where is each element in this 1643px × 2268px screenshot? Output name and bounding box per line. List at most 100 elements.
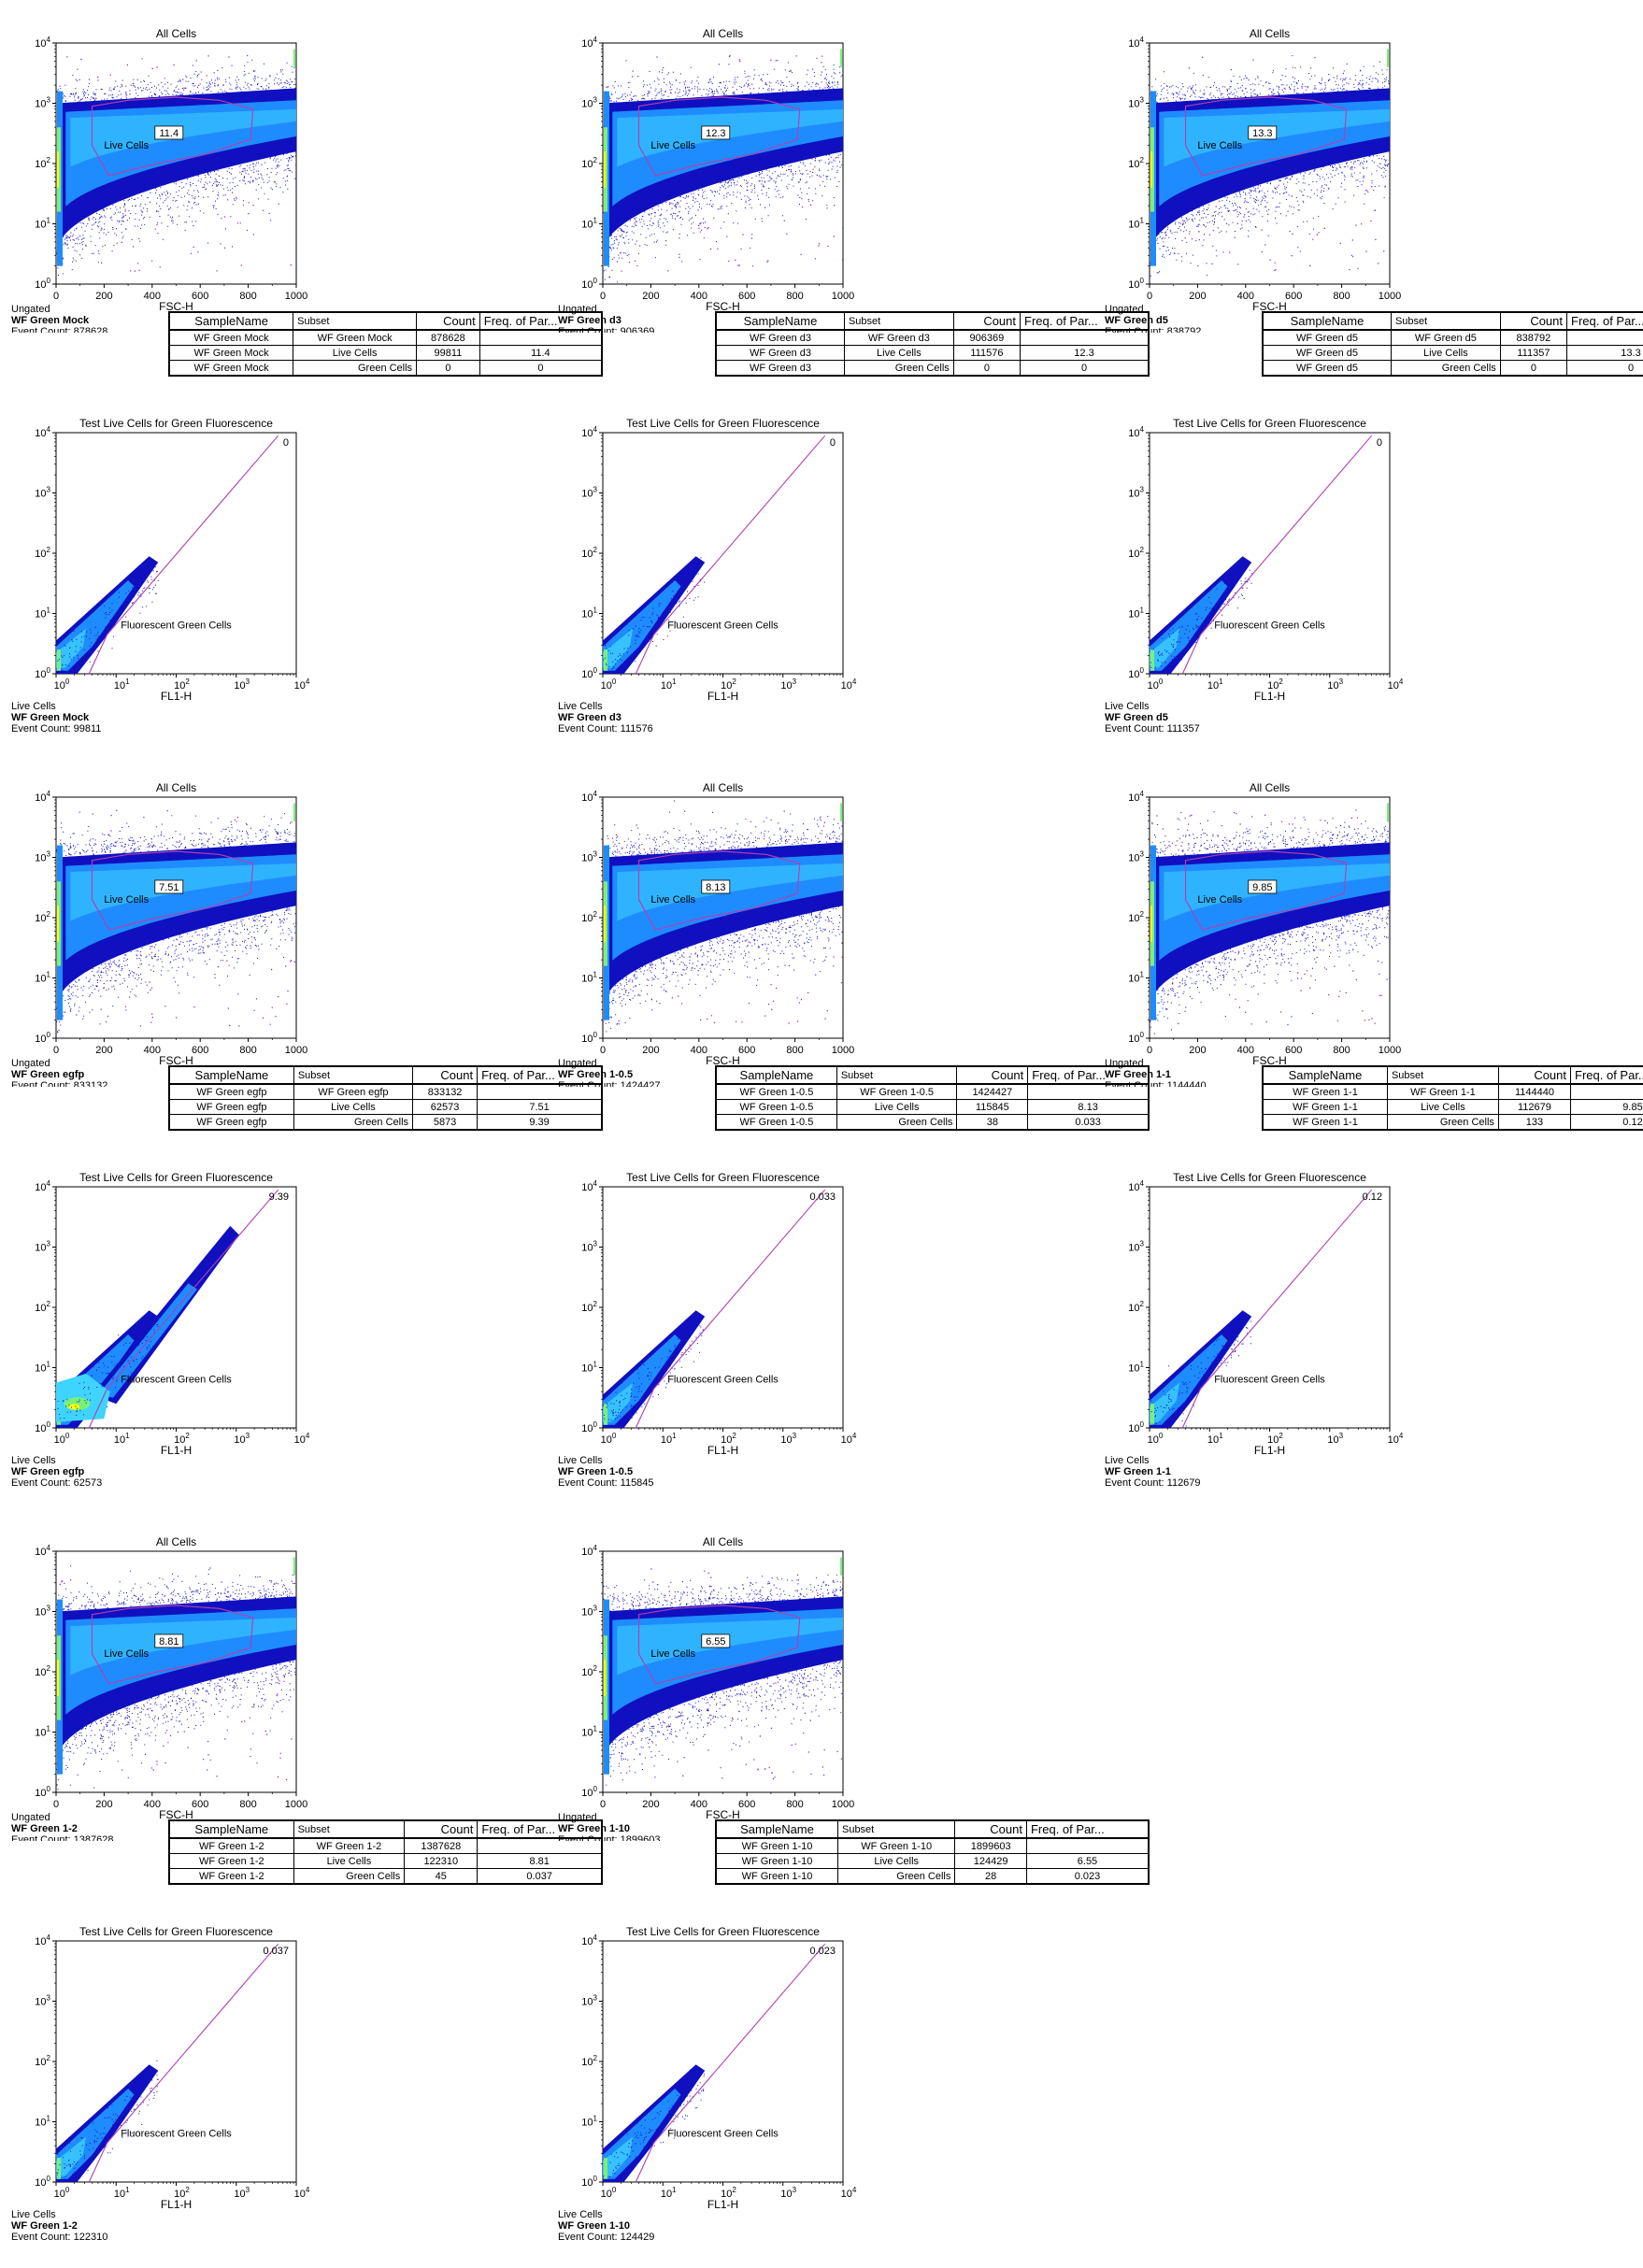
column-header[interactable]: SampleName <box>168 1820 294 1839</box>
column-header[interactable]: Freq. of Par... <box>479 312 602 331</box>
gating-status: Live Cells <box>1105 1455 1150 1466</box>
column-header[interactable]: Freq. of Par... <box>1570 1066 1643 1085</box>
x-axis-label: FSC-H <box>159 300 193 313</box>
y-tick-label: 103 <box>35 486 50 500</box>
live-cells-gate[interactable] <box>1184 96 1348 177</box>
green-cells-gate[interactable] <box>1181 435 1373 675</box>
column-header[interactable]: Freq. of Par... <box>1020 312 1149 331</box>
table-row: WF Green 1-1 Live Cells 112679 9.85 <box>1262 1099 1643 1115</box>
green-cells-gate[interactable] <box>635 435 826 675</box>
live-cells-gate[interactable] <box>91 96 254 177</box>
column-header[interactable]: Count <box>412 1066 478 1085</box>
x-tick-label: 600 <box>738 291 755 302</box>
y-tick-label: 101 <box>581 2115 597 2129</box>
column-header[interactable]: Count <box>416 312 480 331</box>
column-header[interactable]: Count <box>956 1066 1028 1085</box>
table-cell: Live Cells <box>293 1853 405 1869</box>
column-header[interactable]: SampleName <box>1262 1066 1388 1085</box>
column-header[interactable]: Subset <box>1386 1066 1499 1085</box>
column-header[interactable]: Subset <box>293 1820 405 1839</box>
table-cell: WF Green 1-2 <box>168 1868 294 1884</box>
x-tick-label: 1000 <box>832 1045 854 1056</box>
table-cell: WF Green d3 <box>715 360 845 376</box>
x-axis-label: FSC-H <box>159 1054 193 1067</box>
table-cell: WF Green 1-1 <box>1262 1099 1388 1115</box>
column-header[interactable]: Subset <box>836 1066 957 1085</box>
column-header[interactable]: Freq. of Par... <box>1025 1820 1149 1839</box>
x-axis-label: FL1-H <box>161 690 192 703</box>
column-header[interactable]: Subset <box>1390 312 1501 331</box>
green-fluorescence-panel: Test Live Cells for Green Fluorescence Fl… <box>1105 417 1404 735</box>
green-cells-gate[interactable] <box>88 435 279 675</box>
event-count: Event Count: 122310 <box>11 2232 107 2243</box>
y-tick-label: 100 <box>1128 277 1144 291</box>
y-tick-label: 101 <box>1128 606 1144 620</box>
x-tick-label: 101 <box>114 1432 130 1446</box>
panel-title: Test Live Cells for Green Fluorescence <box>626 1171 820 1184</box>
sample-name: WF Green d3 <box>558 315 621 326</box>
column-header[interactable]: SampleName <box>715 1820 838 1839</box>
live-cells-gate[interactable] <box>637 1605 801 1685</box>
table-cell: 11.4 <box>479 345 602 361</box>
green-cells-gate[interactable] <box>88 1189 279 1429</box>
live-cells-gate[interactable] <box>1184 850 1348 931</box>
column-header[interactable]: Count <box>1497 1066 1571 1085</box>
column-header[interactable]: Freq. of Par... <box>477 1066 602 1085</box>
live-cells-gate[interactable] <box>91 1605 254 1685</box>
column-header[interactable]: SampleName <box>715 312 845 331</box>
panel-title: Test Live Cells for Green Fluorescence <box>79 1171 273 1184</box>
column-header[interactable]: SampleName <box>715 1066 837 1085</box>
column-header[interactable]: Freq. of Par... <box>477 1820 602 1839</box>
table-row: WF Green 1-1 Green Cells 133 0.12 <box>1262 1114 1643 1130</box>
column-header[interactable]: Subset <box>836 1820 955 1839</box>
live-cells-gate[interactable] <box>637 850 801 931</box>
x-tick-label: 400 <box>691 1045 707 1056</box>
table-cell: WF Green egfp <box>168 1083 294 1100</box>
column-header[interactable]: Freq. of Par... <box>1027 1066 1149 1085</box>
sample-name: WF Green egfp <box>11 1069 85 1080</box>
gating-status: Live Cells <box>11 2209 56 2220</box>
green-cells-gate[interactable] <box>635 1189 826 1429</box>
x-axis-label: FL1-H <box>161 2198 192 2211</box>
column-header[interactable]: Count <box>952 312 1021 331</box>
column-header[interactable]: SampleName <box>168 1066 294 1085</box>
y-tick-label: 100 <box>581 1031 597 1045</box>
gate-value-box <box>701 879 731 894</box>
column-header[interactable]: Count <box>954 1820 1027 1839</box>
green-cells-gate[interactable] <box>635 1943 826 2183</box>
density-plot <box>603 1310 706 1428</box>
column-header[interactable]: Subset <box>293 312 417 331</box>
table-row: WF Green d3 Live Cells 111576 12.3 <box>715 345 1149 361</box>
x-tick-label: 103 <box>780 1432 796 1446</box>
statistics-table: SampleName Subset Count Freq. of Par... WF G… <box>715 311 1150 377</box>
column-header[interactable]: Count <box>404 1820 478 1839</box>
y-tick-label: 102 <box>581 910 597 924</box>
x-tick-label: 200 <box>95 291 112 302</box>
x-tick-label: 600 <box>192 1045 208 1056</box>
y-tick-label: 102 <box>35 546 50 560</box>
live-cells-gate[interactable] <box>91 850 254 931</box>
y-tick-label: 100 <box>35 1031 50 1045</box>
event-count: Event Count: 62573 <box>11 1477 102 1489</box>
column-header[interactable]: SampleName <box>1262 312 1392 331</box>
green-cells-gate[interactable] <box>1181 1189 1373 1429</box>
live-cells-gate[interactable] <box>637 96 801 177</box>
table-row: WF Green d5 Live Cells 111357 13.3 <box>1262 345 1643 361</box>
table-header-row: SampleName Subset Count Freq. of Par... <box>168 1820 602 1839</box>
table-cell: WF Green d5 <box>1262 345 1392 361</box>
table-cell: WF Green d5 <box>1262 360 1392 376</box>
column-header[interactable]: Subset <box>293 1066 413 1085</box>
green-cells-gate[interactable] <box>88 1943 279 2183</box>
table-row: WF Green d5 Green Cells 0 0 <box>1262 360 1643 376</box>
column-header[interactable]: Count <box>1499 312 1567 331</box>
gate-value: 0 <box>830 437 836 449</box>
table-cell: 111357 <box>1499 345 1567 361</box>
event-count: Event Count: 99811 <box>11 723 101 735</box>
column-header[interactable]: Freq. of Par... <box>1566 312 1643 331</box>
gate-label: Fluorescent Green Cells <box>667 2129 779 2140</box>
column-header[interactable]: Subset <box>843 312 954 331</box>
table-cell: WF Green 1-2 <box>168 1853 294 1869</box>
column-header[interactable]: SampleName <box>168 312 293 331</box>
gate-value-box <box>154 879 184 894</box>
table-header-row: SampleName Subset Count Freq. of Par... <box>715 1820 1149 1839</box>
